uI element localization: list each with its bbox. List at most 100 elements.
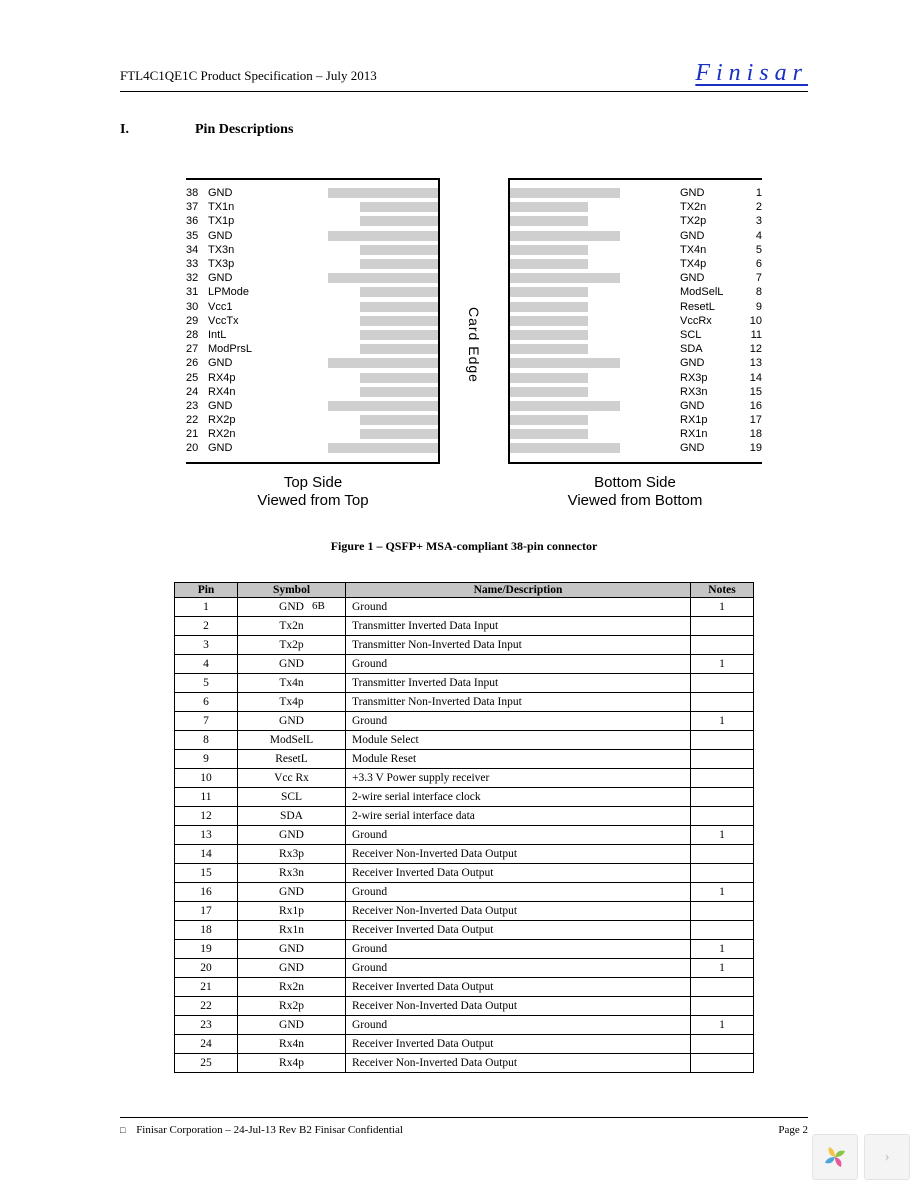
pin-pad-icon xyxy=(328,188,438,198)
footer-left: □ Finisar Corporation – 24-Jul-13 Rev B2… xyxy=(120,1124,403,1136)
cell-notes xyxy=(691,636,754,655)
pin-number: 26 xyxy=(186,357,208,369)
cell-symbol: Rx2n xyxy=(238,978,346,997)
pin-row: GND16 xyxy=(510,399,762,413)
pin-pad-icon xyxy=(510,415,588,425)
chevron-right-icon: › xyxy=(884,1148,889,1166)
pin-number: 9 xyxy=(740,301,762,313)
pin-row: RX1n18 xyxy=(510,427,762,441)
cell-notes xyxy=(691,978,754,997)
cell-pin: 2 xyxy=(175,617,238,636)
pin-pad-icon xyxy=(510,188,620,198)
pin-label: SCL xyxy=(680,329,740,341)
pin-label: TX4p xyxy=(680,258,740,270)
viewer-logo-button[interactable] xyxy=(812,1134,858,1180)
cell-symbol: ResetL xyxy=(238,750,346,769)
section-number: I. xyxy=(120,122,140,138)
pin-number: 18 xyxy=(740,428,762,440)
cell-symbol: GND xyxy=(238,712,346,731)
pin-pad-icon xyxy=(328,358,438,368)
cell-symbol: GND xyxy=(238,826,346,845)
table-row: 25Rx4pReceiver Non-Inverted Data Output xyxy=(175,1054,754,1073)
cell-symbol: Rx2p xyxy=(238,997,346,1016)
cell-name: Ground xyxy=(346,712,691,731)
th-name: Name/Description xyxy=(346,583,691,598)
pin-number: 6 xyxy=(740,258,762,270)
caption-line: Top Side xyxy=(284,474,342,491)
pin-pad-icon xyxy=(510,216,588,226)
pin-row: SDA12 xyxy=(510,342,762,356)
cell-symbol: GND xyxy=(238,598,346,617)
pin-label: RX2p xyxy=(208,414,268,426)
cell-symbol: SDA xyxy=(238,807,346,826)
pin-number: 33 xyxy=(186,258,208,270)
pin-number: 23 xyxy=(186,400,208,412)
cell-pin: 21 xyxy=(175,978,238,997)
cell-notes: 1 xyxy=(691,655,754,674)
table-row: 18Rx1nReceiver Inverted Data Output xyxy=(175,921,754,940)
table-row: 4GNDGround1 xyxy=(175,655,754,674)
cell-symbol: GND xyxy=(238,940,346,959)
table-row: 7GNDGround1 xyxy=(175,712,754,731)
cell-notes xyxy=(691,750,754,769)
pin-row: 33TX3p xyxy=(186,257,438,271)
pin-label: GND xyxy=(208,187,268,199)
table-row: 3Tx2pTransmitter Non-Inverted Data Input xyxy=(175,636,754,655)
pin-number: 37 xyxy=(186,201,208,213)
pin-label: GND xyxy=(680,442,740,454)
pin-pad-icon xyxy=(360,387,438,397)
th-symbol: Symbol xyxy=(238,583,346,598)
cell-notes xyxy=(691,769,754,788)
pin-row: TX4p6 xyxy=(510,257,762,271)
pin-number: 29 xyxy=(186,315,208,327)
cell-pin: 10 xyxy=(175,769,238,788)
cell-notes xyxy=(691,864,754,883)
cell-pin: 24 xyxy=(175,1035,238,1054)
pin-label: GND xyxy=(680,400,740,412)
cell-name: Ground xyxy=(346,655,691,674)
cell-name: 2-wire serial interface clock xyxy=(346,788,691,807)
header-rule xyxy=(120,91,808,92)
cell-pin: 12 xyxy=(175,807,238,826)
pin-number: 22 xyxy=(186,414,208,426)
pin-row: RX1p17 xyxy=(510,413,762,427)
pin-label: IntL xyxy=(208,329,268,341)
pin-number: 19 xyxy=(740,442,762,454)
pin-row: 36TX1p xyxy=(186,214,438,228)
cell-pin: 23 xyxy=(175,1016,238,1035)
pin-pad-icon xyxy=(360,415,438,425)
cell-notes xyxy=(691,997,754,1016)
cell-name: Ground xyxy=(346,1016,691,1035)
pin-row: TX2p3 xyxy=(510,214,762,228)
pin-label: ResetL xyxy=(680,301,740,313)
pin-pad-icon xyxy=(510,259,588,269)
pin-pad-icon xyxy=(510,373,588,383)
pin-label: GND xyxy=(680,187,740,199)
cell-name: Receiver Non-Inverted Data Output xyxy=(346,902,691,921)
cell-pin: 18 xyxy=(175,921,238,940)
viewer-next-button[interactable]: › xyxy=(864,1134,910,1180)
table-row: 1GNDGround1 xyxy=(175,598,754,617)
pin-row: GND7 xyxy=(510,271,762,285)
pin-number: 36 xyxy=(186,215,208,227)
pin-label: GND xyxy=(208,400,268,412)
pin-row: 21RX2n xyxy=(186,427,438,441)
pin-number: 4 xyxy=(740,230,762,242)
cell-pin: 17 xyxy=(175,902,238,921)
cell-pin: 22 xyxy=(175,997,238,1016)
pin-row: 23GND xyxy=(186,399,438,413)
pin-label: VccTx xyxy=(208,315,268,327)
pin-label: RX4p xyxy=(208,372,268,384)
th-pin: Pin xyxy=(175,583,238,598)
cell-name: +3.3 V Power supply receiver xyxy=(346,769,691,788)
pin-label: GND xyxy=(680,357,740,369)
connector-bottom-side: GND1TX2n2TX2p3GND4TX4n5TX4p6GND7ModSelL8… xyxy=(508,178,762,464)
cell-pin: 1 xyxy=(175,598,238,617)
figure-caption: Figure 1 – QSFP+ MSA-compliant 38-pin co… xyxy=(120,539,808,554)
cell-notes: 1 xyxy=(691,712,754,731)
cell-symbol: Tx4n xyxy=(238,674,346,693)
pin-row: 27ModPrsL xyxy=(186,342,438,356)
pin-number: 11 xyxy=(740,329,762,341)
connector-top-side: 38GND37TX1n36TX1p35GND34TX3n33TX3p32GND3… xyxy=(186,178,440,464)
pin-pad-icon xyxy=(360,316,438,326)
